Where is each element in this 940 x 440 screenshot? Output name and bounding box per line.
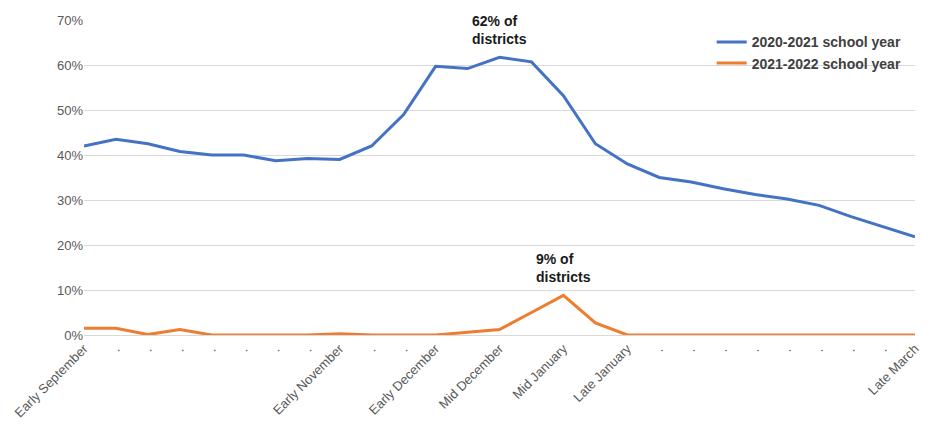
svg-text:62% ofdistricts: 62% ofdistricts	[472, 13, 527, 47]
svg-text:.: .	[717, 341, 730, 354]
svg-text:.: .	[685, 341, 698, 354]
svg-text:Late March: Late March	[865, 341, 922, 398]
svg-text:.: .	[397, 341, 410, 354]
svg-text:.: .	[365, 341, 378, 354]
svg-text:.: .	[749, 341, 762, 354]
svg-text:2020-2021 school year: 2020-2021 school year	[752, 34, 901, 50]
svg-text:.: .	[845, 341, 858, 354]
svg-text:.: .	[877, 341, 890, 354]
svg-text:60%: 60%	[57, 58, 83, 73]
svg-text:.: .	[205, 341, 218, 354]
svg-text:.: .	[301, 341, 314, 354]
svg-text:20%: 20%	[57, 238, 83, 253]
svg-text:.: .	[110, 341, 123, 354]
svg-text:Late January: Late January	[570, 341, 634, 405]
svg-text:0%: 0%	[64, 328, 83, 343]
svg-text:Early November: Early November	[270, 341, 347, 418]
svg-text:2021-2022 school year: 2021-2022 school year	[752, 56, 901, 72]
svg-text:.: .	[269, 341, 282, 354]
svg-text:Early December: Early December	[366, 341, 443, 418]
svg-text:.: .	[173, 341, 186, 354]
svg-text:70%: 70%	[57, 13, 83, 28]
svg-text:9% ofdistricts: 9% ofdistricts	[536, 251, 591, 285]
svg-text:Mid January: Mid January	[509, 341, 570, 402]
svg-text:.: .	[237, 341, 250, 354]
svg-text:10%: 10%	[57, 283, 83, 298]
svg-text:.: .	[813, 341, 826, 354]
svg-text:40%: 40%	[57, 148, 83, 163]
svg-text:.: .	[141, 341, 154, 354]
svg-text:Mid December: Mid December	[436, 341, 507, 412]
svg-text:.: .	[653, 341, 666, 354]
svg-text:Early September: Early September	[12, 341, 92, 421]
svg-text:50%: 50%	[57, 103, 83, 118]
svg-text:30%: 30%	[57, 193, 83, 208]
svg-text:.: .	[781, 341, 794, 354]
